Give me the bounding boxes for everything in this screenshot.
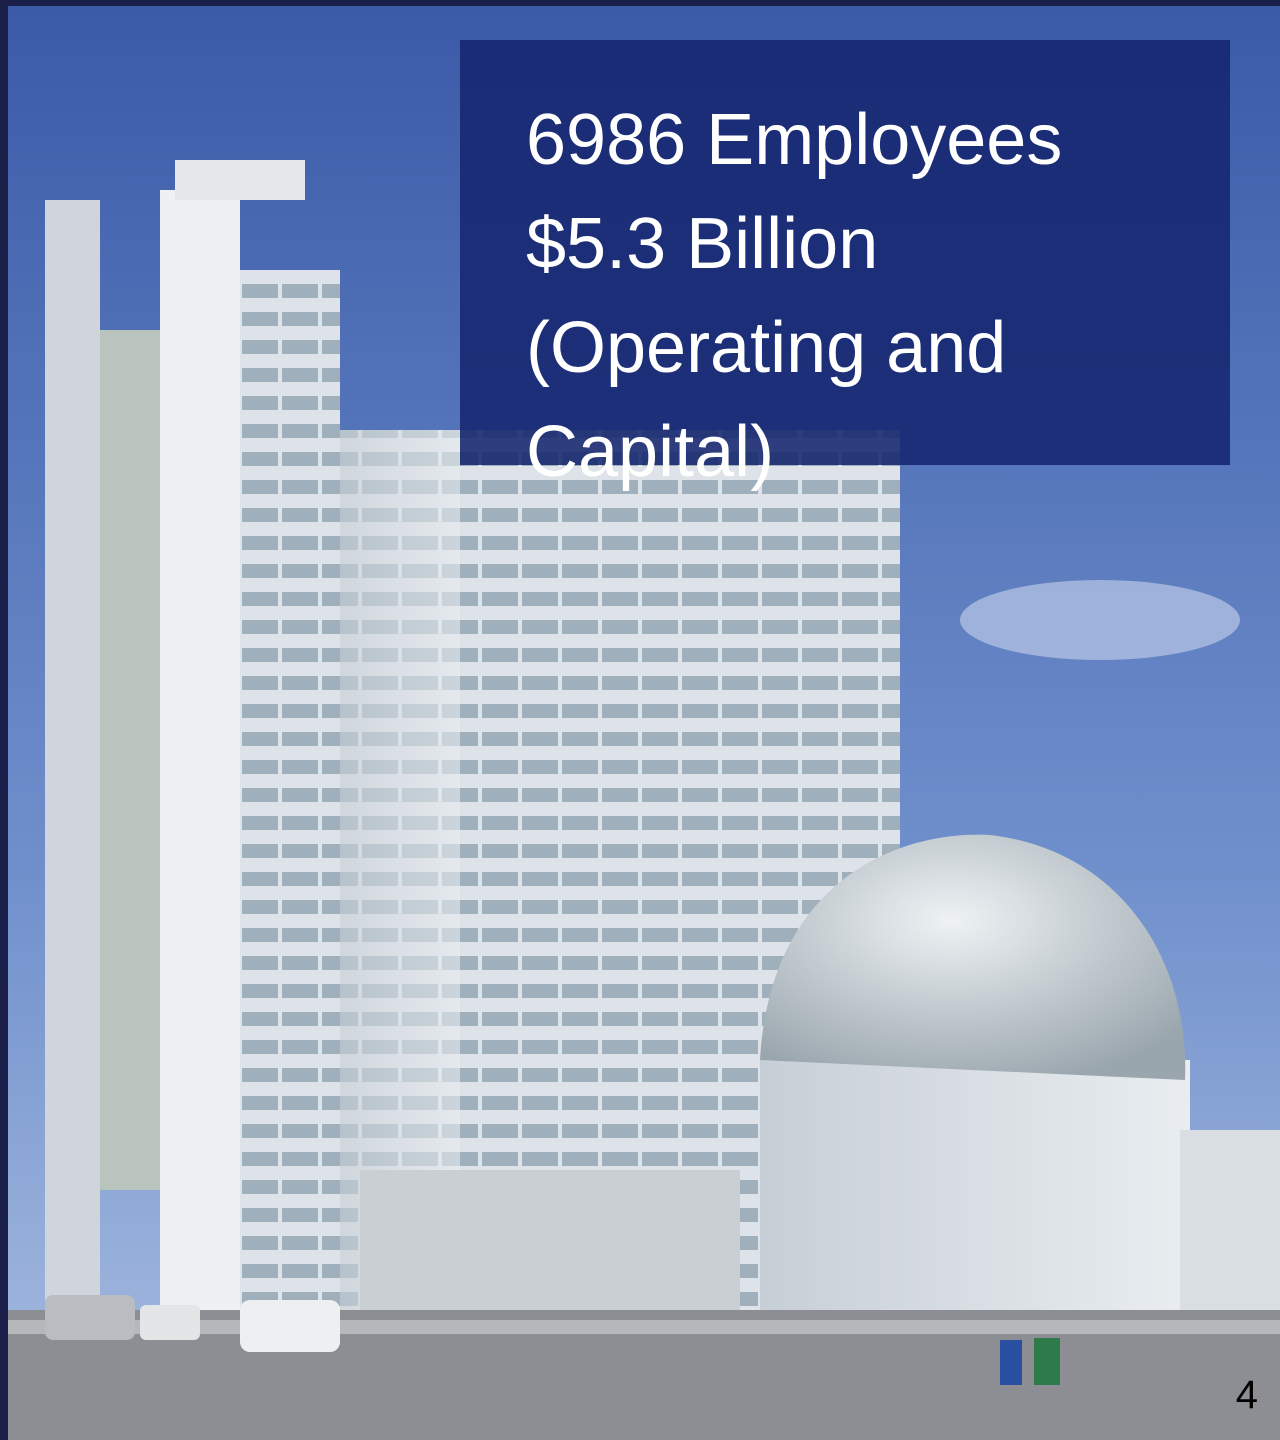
slide-number: 4	[1235, 1373, 1258, 1417]
text-box: 6986 Employees $5.3 Billion (Operating a…	[460, 40, 1230, 492]
text-line: 6986 Employees	[526, 100, 1063, 180]
text-line: $5.3 Billion	[526, 204, 879, 284]
text-line: (Operating and	[526, 308, 1007, 388]
text-line: Capital)	[526, 412, 775, 492]
